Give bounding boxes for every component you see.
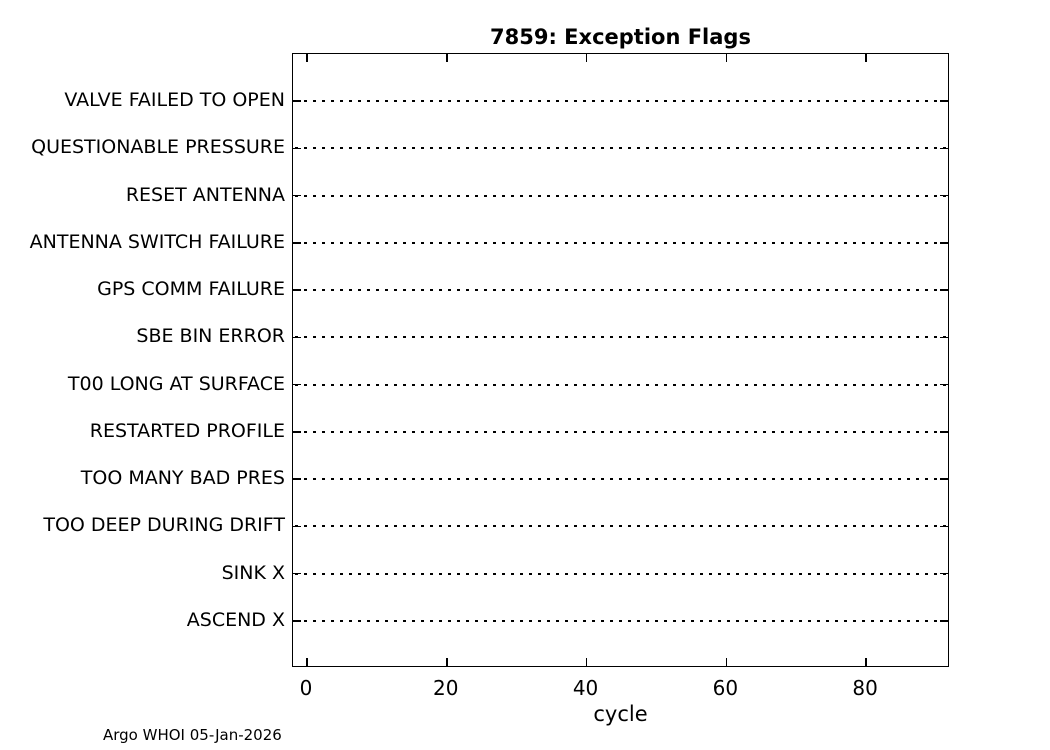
x-axis-tick: [865, 658, 867, 666]
grid-line-dotted: [295, 383, 946, 386]
grid-line-dotted: [295, 619, 946, 622]
y-axis-tick: [940, 289, 948, 291]
plot-area: [292, 53, 949, 667]
y-axis-tick: [293, 242, 301, 244]
x-axis-tick: [725, 54, 728, 62]
y-axis-tick: [940, 194, 948, 197]
x-axis-tick-labels: 0 20 40 60 80: [292, 676, 949, 702]
grid-line-dotted: [295, 241, 946, 244]
x-tick-label: 40: [572, 676, 599, 700]
y-axis-tick: [293, 620, 301, 622]
y-axis-tick: [940, 242, 948, 244]
y-axis-tick: [293, 525, 301, 528]
y-category-label: RESET ANTENNA: [125, 183, 285, 206]
grid-line-dotted: [295, 100, 946, 103]
grid-line-dotted: [295, 478, 946, 481]
y-axis-tick: [940, 100, 948, 102]
chart-title: 7859: Exception Flags: [490, 25, 751, 49]
x-axis-tick: [306, 658, 308, 666]
x-axis-tick: [446, 54, 448, 62]
y-axis-tick: [293, 194, 301, 197]
y-category-label: TOO DEEP DURING DRIFT: [43, 514, 285, 537]
grid-line-dotted: [295, 430, 946, 433]
y-category-label: SINK X: [221, 561, 285, 584]
y-axis-tick: [940, 431, 948, 433]
x-axis-label: cycle: [593, 702, 648, 726]
y-category-label: VALVE FAILED TO OPEN: [64, 89, 285, 112]
y-axis-tick: [940, 383, 948, 386]
y-category-label: ANTENNA SWITCH FAILURE: [29, 230, 285, 253]
x-tick-label: 20: [433, 676, 459, 700]
y-axis-tick: [940, 525, 948, 528]
y-axis-tick: [293, 572, 301, 575]
x-axis-tick: [306, 54, 308, 62]
x-axis-tick: [446, 658, 448, 666]
y-category-label: ASCEND X: [186, 608, 285, 631]
y-axis-tick: [293, 383, 301, 386]
grid-line-dotted: [295, 572, 946, 575]
x-tick-label: 80: [852, 676, 878, 700]
y-axis-tick: [293, 431, 301, 433]
y-axis-tick: [293, 100, 301, 102]
y-axis-labels: VALVE FAILED TO OPEN QUESTIONABLE PRESSUR…: [0, 53, 285, 667]
y-category-label: GPS COMM FAILURE: [97, 278, 285, 301]
y-axis-tick: [293, 147, 301, 150]
grid-line-dotted: [295, 336, 946, 339]
y-axis-tick: [293, 336, 301, 339]
y-axis-tick: [293, 289, 301, 291]
y-axis-tick: [940, 572, 948, 575]
y-axis-tick: [940, 336, 948, 339]
y-category-label: QUESTIONABLE PRESSURE: [31, 136, 285, 159]
y-category-label: T00 LONG AT SURFACE: [67, 372, 285, 395]
grid-line-dotted: [295, 147, 946, 150]
x-tick-label: 0: [299, 676, 313, 700]
y-category-label: TOO MANY BAD PRES: [80, 467, 285, 490]
x-axis-tick: [725, 658, 728, 666]
y-axis-tick: [940, 147, 948, 150]
footer-annotation: Argo WHOI 05-Jan-2026: [103, 726, 282, 744]
grid-line-dotted: [295, 289, 946, 292]
grid-line-dotted: [295, 525, 946, 528]
x-axis-tick: [865, 54, 867, 62]
y-axis-tick: [293, 478, 301, 480]
x-tick-label: 60: [712, 676, 739, 700]
x-axis-tick: [585, 54, 588, 62]
y-axis-tick: [940, 478, 948, 480]
y-category-label: RESTARTED PROFILE: [89, 419, 285, 442]
grid-line-dotted: [295, 194, 946, 197]
x-axis-tick: [585, 658, 588, 666]
y-axis-tick: [940, 620, 948, 622]
y-category-label: SBE BIN ERROR: [136, 325, 285, 348]
